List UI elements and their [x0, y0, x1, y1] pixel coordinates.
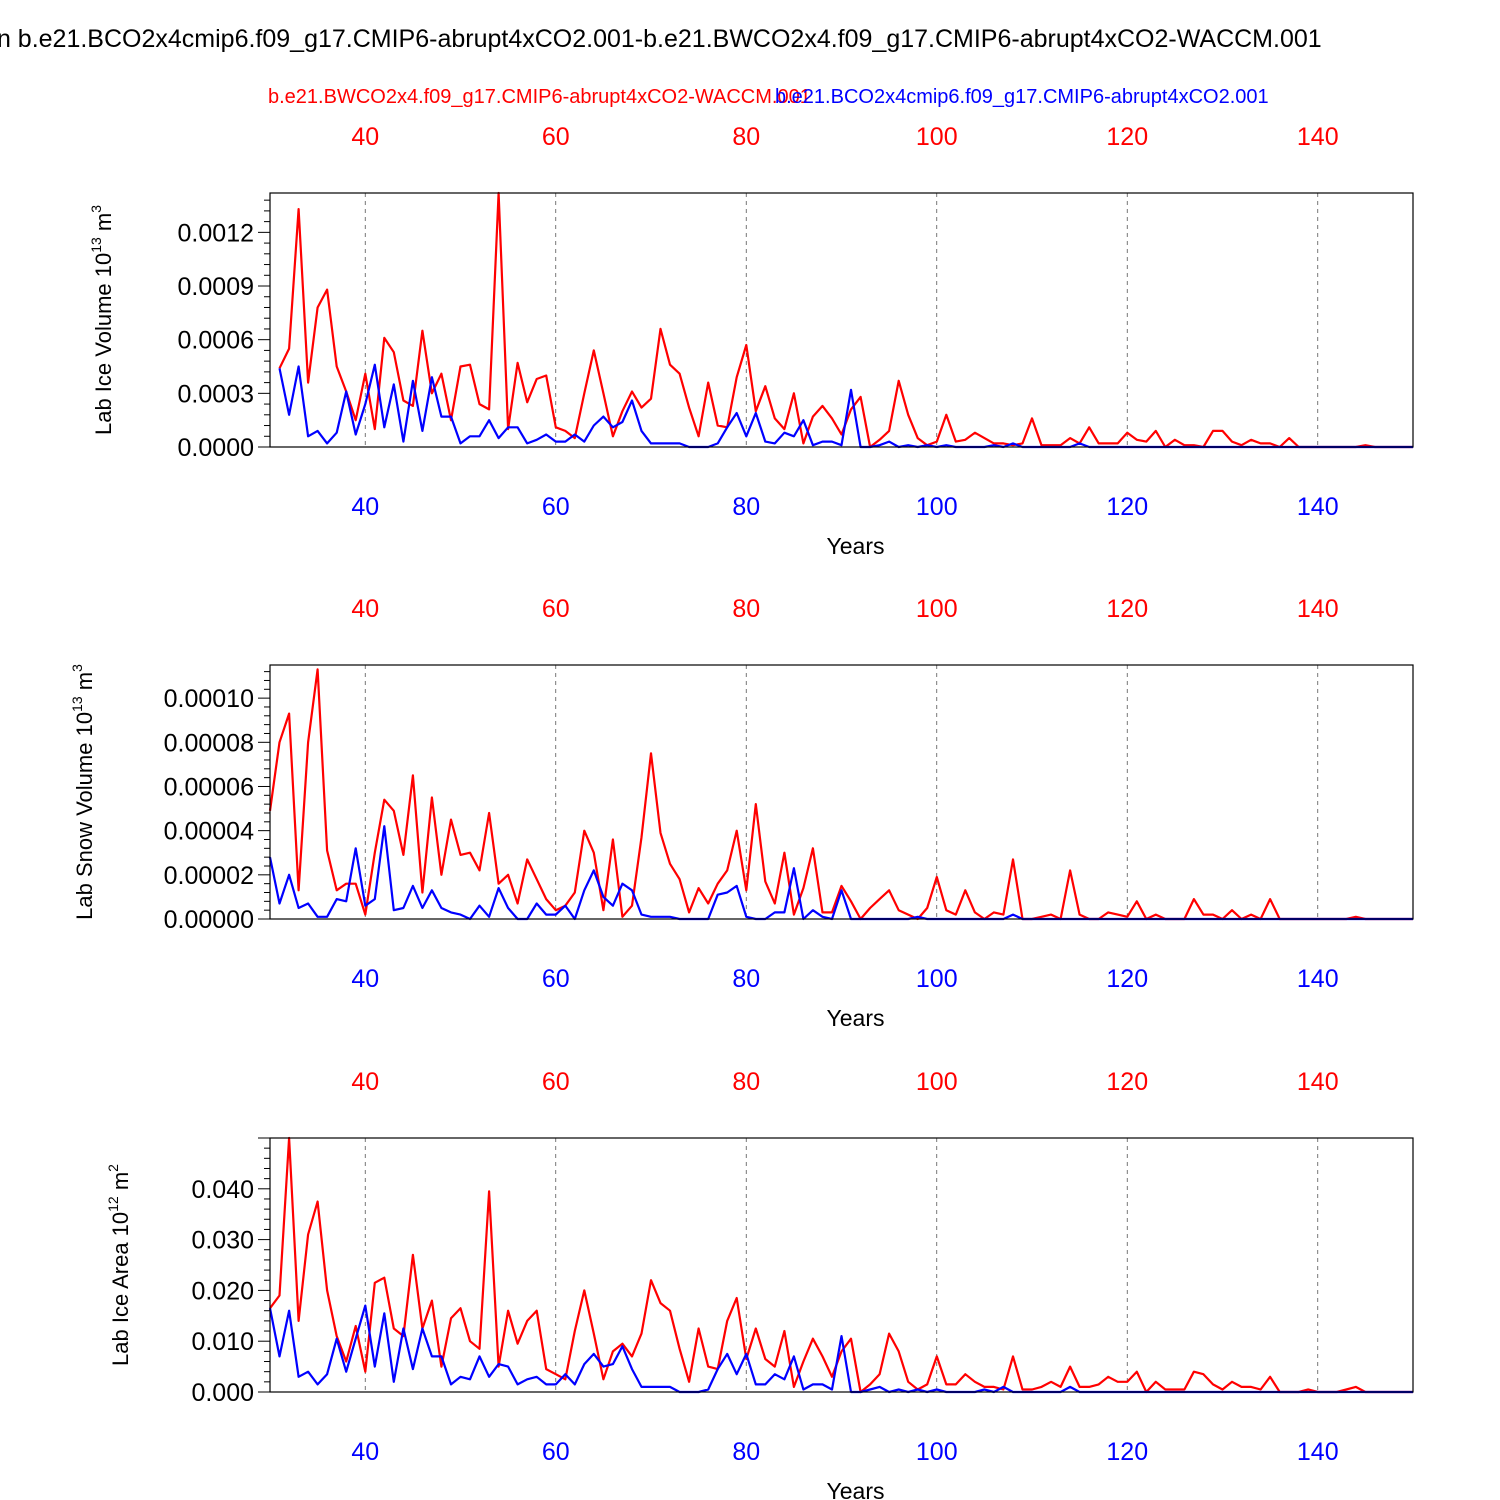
- x-tick-label-top: 80: [732, 595, 760, 623]
- y-axis-label-exp: 13: [69, 696, 85, 712]
- y-axis-label-unit-exp: 3: [69, 664, 85, 672]
- x-tick-label-bottom: 120: [1106, 1438, 1148, 1466]
- y-axis-label-unit: m: [108, 1172, 133, 1196]
- x-tick-label-top: 100: [916, 123, 958, 151]
- x-tick-label-top: 120: [1106, 595, 1148, 623]
- y-tick-label: 0.020: [191, 1277, 254, 1305]
- y-tick-label: 0.0003: [178, 380, 254, 408]
- y-axis-label: Lab Ice Area 1012 m2: [105, 1164, 133, 1366]
- y-tick-label: 0.00002: [164, 862, 254, 890]
- y-tick-label: 0.0000: [178, 434, 254, 462]
- y-axis-label: Lab Ice Volume 1013 m3: [88, 205, 116, 435]
- plot-frame: [269, 192, 1414, 448]
- x-tick-label-bottom: 40: [351, 965, 379, 993]
- y-tick-label: 0.040: [191, 1176, 254, 1204]
- x-tick-label-bottom: 40: [351, 493, 379, 521]
- x-tick-label-top: 120: [1106, 123, 1148, 151]
- y-axis-label-exp: 13: [88, 237, 104, 253]
- y-tick-label: 0.00006: [164, 773, 254, 801]
- y-tick-label: 0.0012: [178, 219, 254, 247]
- plot-frame: [269, 1137, 1414, 1393]
- y-tick-label: 0.00008: [164, 729, 254, 757]
- y-tick-label: 0.00000: [164, 906, 254, 934]
- y-axis-label-text: Lab Ice Volume 10: [91, 253, 116, 435]
- x-tick-label-bottom: 140: [1297, 965, 1339, 993]
- x-tick-label-top: 80: [732, 123, 760, 151]
- x-tick-label-bottom: 100: [916, 493, 958, 521]
- x-tick-label-top: 100: [916, 1068, 958, 1096]
- x-tick-label-top: 60: [542, 1068, 570, 1096]
- x-tick-label-top: 40: [351, 1068, 379, 1096]
- x-tick-label-top: 60: [542, 595, 570, 623]
- x-tick-label-bottom: 60: [542, 965, 570, 993]
- y-tick-label: 0.00004: [164, 818, 254, 846]
- y-axis-label-exp: 12: [105, 1196, 121, 1212]
- x-tick-label-bottom: 140: [1297, 493, 1339, 521]
- x-tick-label-top: 120: [1106, 1068, 1148, 1096]
- legend-red-label: b.e21.BWCO2x4.f09_g17.CMIP6-abrupt4xCO2-…: [268, 86, 811, 108]
- legend-blue-label: b.e21.BCO2x4cmip6.f09_g17.CMIP6-abrupt4x…: [775, 86, 1269, 108]
- x-tick-label-bottom: 60: [542, 493, 570, 521]
- x-axis-label: Years: [827, 1478, 885, 1500]
- y-tick-label: 0.0006: [178, 327, 254, 355]
- x-tick-label-bottom: 120: [1106, 493, 1148, 521]
- x-tick-label-bottom: 120: [1106, 965, 1148, 993]
- x-tick-label-top: 80: [732, 1068, 760, 1096]
- x-tick-label-bottom: 80: [732, 493, 760, 521]
- x-tick-label-top: 100: [916, 595, 958, 623]
- y-axis-label-unit: m: [91, 213, 116, 237]
- x-tick-label-top: 140: [1297, 1068, 1339, 1096]
- x-tick-label-bottom: 140: [1297, 1438, 1339, 1466]
- figure-title: .n b.e21.BCO2x4cmip6.f09_g17.CMIP6-abrup…: [0, 25, 1322, 53]
- x-tick-label-top: 140: [1297, 595, 1339, 623]
- y-tick-label: 0.0009: [178, 273, 254, 301]
- y-axis-label-text: Lab Ice Area 10: [108, 1212, 133, 1366]
- panel-ice-volume: 0.0000 0.0003 0.0006 0.0009 0.0012 40 40 60 60 80…: [88, 123, 1414, 559]
- y-axis-label-unit: m: [72, 672, 97, 696]
- y-axis-label: Lab Snow Volume 1013 m3: [69, 664, 97, 920]
- x-tick-label-top: 60: [542, 123, 570, 151]
- panel-ice-area: 0.000 0.010 0.020 0.030 0.040 40 40 60 60 80 80 100…: [105, 1068, 1414, 1500]
- series-line-blue: [278, 363, 1413, 449]
- x-tick-label-top: 40: [351, 595, 379, 623]
- series-line-red: [278, 191, 1413, 449]
- x-tick-label-bottom: 100: [916, 965, 958, 993]
- y-tick-label: 0.00010: [164, 685, 254, 713]
- x-axis-label: Years: [827, 1005, 885, 1031]
- y-axis-label-unit-exp: 2: [105, 1164, 121, 1172]
- y-axis-label-unit-exp: 3: [88, 205, 104, 213]
- x-tick-label-bottom: 80: [732, 1438, 760, 1466]
- x-tick-label-top: 140: [1297, 123, 1339, 151]
- y-tick-label: 0.010: [191, 1328, 254, 1356]
- series-line-blue: [268, 1304, 1413, 1394]
- y-tick-label: 0.000: [191, 1379, 254, 1407]
- x-tick-label-top: 40: [351, 123, 379, 151]
- series-line-red: [268, 668, 1413, 921]
- x-tick-label-bottom: 100: [916, 1438, 958, 1466]
- y-tick-label: 0.030: [191, 1227, 254, 1255]
- x-tick-label-bottom: 60: [542, 1438, 570, 1466]
- x-tick-label-bottom: 80: [732, 965, 760, 993]
- panel-snow-volume: 0.00000 0.00002 0.00004 0.00006 0.00008 0.000…: [69, 595, 1414, 1031]
- series-line-red: [269, 1136, 1413, 1394]
- plot-frame: [269, 664, 1414, 920]
- x-axis-label: Years: [827, 533, 885, 559]
- y-axis-label-text: Lab Snow Volume 10: [72, 712, 97, 920]
- x-tick-label-bottom: 40: [351, 1438, 379, 1466]
